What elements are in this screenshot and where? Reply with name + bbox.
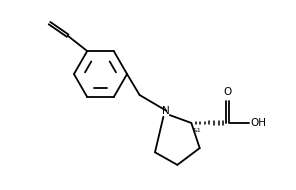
Text: N: N	[162, 106, 170, 116]
Text: &1: &1	[193, 128, 202, 133]
Text: O: O	[223, 87, 232, 97]
Text: OH: OH	[251, 118, 267, 128]
